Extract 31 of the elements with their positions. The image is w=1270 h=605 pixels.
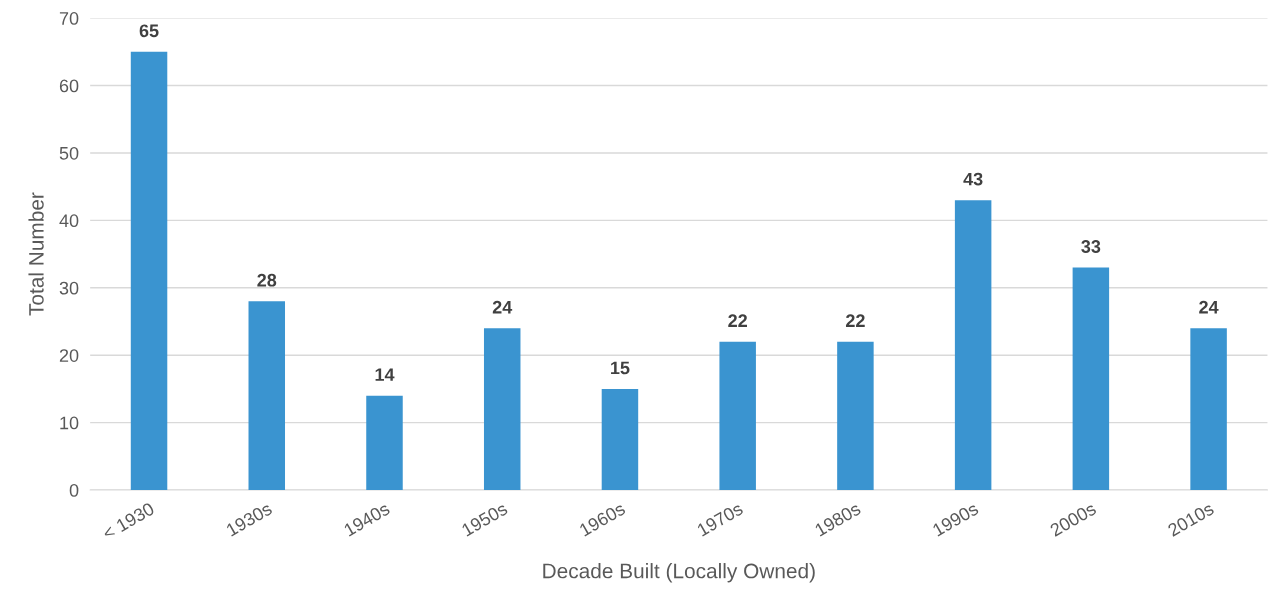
data-label: 24 bbox=[1199, 300, 1219, 314]
data-label: 24 bbox=[492, 300, 513, 314]
data-label: 43 bbox=[963, 172, 983, 186]
y-tick-label: 60 bbox=[59, 79, 79, 93]
y-tick-label: 20 bbox=[59, 349, 79, 362]
bar bbox=[1190, 328, 1227, 491]
data-label: 14 bbox=[375, 368, 395, 381]
bar bbox=[366, 395, 403, 491]
y-axis-title: Total Number bbox=[28, 192, 44, 316]
bar bbox=[954, 200, 992, 491]
y-tick-label: 70 bbox=[59, 12, 79, 25]
data-label: 28 bbox=[257, 273, 277, 287]
x-axis-title: Decade Built (Locally Owned) bbox=[543, 563, 815, 583]
y-tick-label: 30 bbox=[59, 281, 79, 295]
y-tick-label: 0 bbox=[69, 483, 79, 497]
data-label: 33 bbox=[1081, 240, 1101, 253]
y-tick-label: 40 bbox=[59, 214, 79, 228]
data-label: 65 bbox=[139, 24, 159, 38]
data-label: 22 bbox=[845, 314, 865, 327]
bar bbox=[130, 51, 168, 491]
bar bbox=[248, 301, 286, 491]
bar bbox=[719, 341, 756, 491]
y-tick-label: 50 bbox=[59, 146, 79, 160]
data-label: 22 bbox=[728, 314, 747, 327]
y-tick-label: 10 bbox=[60, 416, 79, 430]
x-tick-label: < 1930 bbox=[101, 501, 156, 541]
data-label: 15 bbox=[611, 361, 630, 375]
bar bbox=[601, 388, 639, 491]
bar bbox=[837, 341, 874, 491]
bar bbox=[1072, 267, 1110, 491]
bar bbox=[483, 328, 521, 491]
